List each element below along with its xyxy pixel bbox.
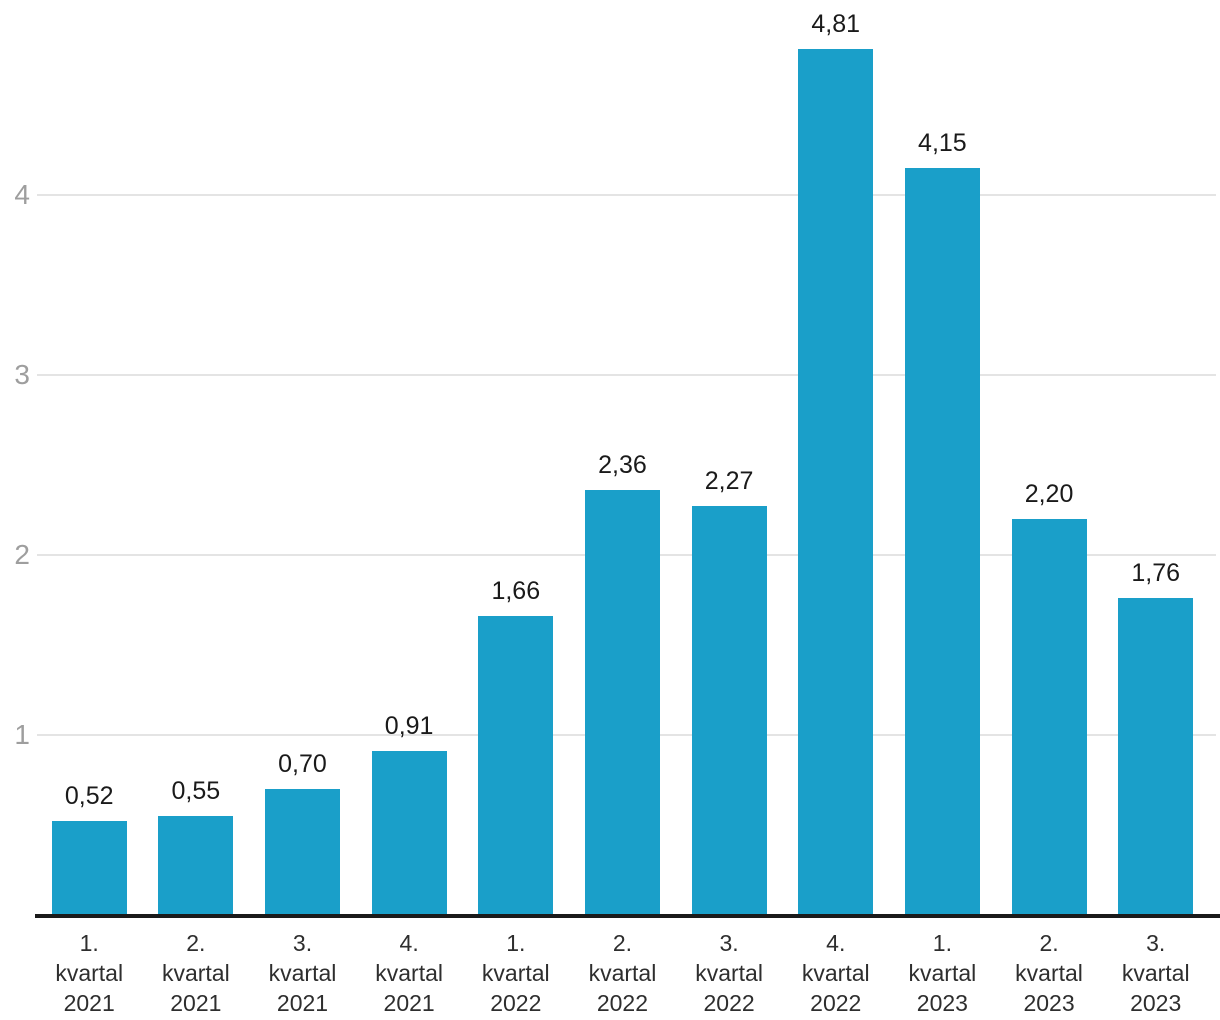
y-axis-tick-label: 2 — [14, 539, 30, 570]
y-axis-tick-label: 1 — [14, 719, 30, 750]
bar — [1011, 519, 1087, 915]
bar-value-label: 4,81 — [811, 10, 861, 38]
x-axis-label: 2. kvartal 2022 — [588, 930, 657, 1016]
bar — [584, 490, 660, 915]
bar — [265, 789, 340, 915]
bar-value-label: 2,36 — [598, 451, 647, 479]
bar-value-label: 2,27 — [704, 467, 754, 495]
bar-value-label: 0,91 — [384, 712, 434, 740]
x-axis-label: 3. kvartal 2022 — [695, 930, 763, 1016]
gridline — [37, 374, 1216, 376]
bar-value-label: 1,76 — [1131, 559, 1181, 587]
bar — [158, 816, 234, 915]
y-axis-tick-label: 3 — [14, 359, 30, 390]
bar — [478, 616, 554, 915]
x-axis-label: 4. kvartal 2022 — [801, 930, 870, 1016]
bar-value-label: 0,52 — [64, 782, 114, 810]
bar-value-label: 0,55 — [171, 777, 221, 805]
x-axis-label: 4. kvartal 2021 — [375, 930, 444, 1016]
bar-value-label: 2,20 — [1024, 480, 1074, 508]
bar — [371, 751, 447, 915]
bar — [691, 506, 767, 915]
x-axis-label: 1. kvartal 2022 — [481, 930, 550, 1016]
y-axis-tick-label: 4 — [14, 179, 30, 210]
x-axis-label: 2. kvartal 2021 — [161, 930, 230, 1016]
bar-value-label: 1,66 — [491, 577, 541, 605]
gridline — [37, 194, 1216, 196]
x-axis-label: 1. kvartal 2023 — [908, 930, 977, 1016]
x-axis-label: 3. kvartal 2023 — [1121, 930, 1190, 1016]
bar-value-label: 4,15 — [918, 129, 967, 157]
x-axis-label: 2. kvartal 2023 — [1015, 930, 1083, 1016]
bar — [798, 49, 874, 915]
bar — [51, 821, 127, 915]
x-axis-line — [35, 914, 1220, 918]
bar-value-label: 0,70 — [278, 750, 327, 778]
x-axis-label: 3. kvartal 2021 — [268, 930, 337, 1016]
bar — [904, 168, 980, 915]
x-axis-label: 1. kvartal 2021 — [55, 930, 124, 1016]
bar — [1118, 598, 1194, 915]
